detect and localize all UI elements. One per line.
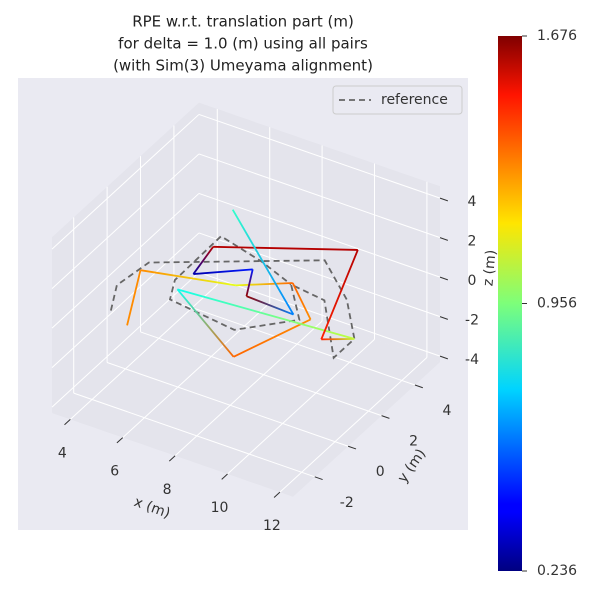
tick-mark [414,384,423,389]
trajectory-segment [233,318,311,358]
trajectory-segment [192,246,214,275]
trajectory-segment [176,288,235,358]
grid-line [198,113,441,199]
y-tick-label: 2 [409,434,418,450]
pane-left [52,102,199,414]
grid-line [51,272,200,408]
tick-mark [347,445,357,450]
colorbar-tick-label: 0.956 [537,296,577,312]
tick-mark [439,316,449,320]
tick-mark [314,476,323,481]
grid-line [73,392,315,478]
reference-line [110,235,356,360]
grid-line [227,338,375,475]
grid-line [173,300,416,386]
pane-back [198,102,440,363]
y-tick-label: -2 [340,495,354,511]
tick-mark [221,473,228,480]
tick-mark [439,355,449,360]
tick-mark [168,455,176,462]
tick-mark [381,415,390,419]
z-tick-label: 0 [468,273,477,289]
tick-mark [439,237,449,241]
tick-mark [273,491,281,498]
grid-line [106,362,349,447]
tick-mark [439,276,449,281]
trajectory-segment [235,282,293,287]
x-tick-label: 12 [263,518,281,534]
grid-line [122,302,271,438]
grid-line [198,153,441,239]
z-tick-label: -4 [465,352,479,368]
grid-line [198,271,441,357]
z-tick-label: 2 [468,234,477,250]
title-line: (with Sim(3) Umeyama alignment) [113,57,373,75]
y-tick-label: 4 [442,403,451,419]
grid-line [51,193,200,329]
grid-line [140,331,382,417]
pane-bottom [52,278,440,497]
grid-line [279,357,428,493]
grid-line [51,232,200,368]
tick-mark [439,197,449,202]
z-axis-label: z (m) [480,249,499,287]
grid-line [51,114,200,250]
trajectory-segment [126,269,142,326]
trajectory-segment [246,295,294,316]
y-tick-label: 0 [376,464,385,480]
title-line: RPE w.r.t. translation part (m) [132,13,354,31]
trajectory-segment [140,269,237,287]
colorbar [498,36,522,571]
colorbar-tick-label: 0.236 [537,563,577,579]
grid-line [51,153,200,289]
grid-line [174,320,323,457]
title-line: for delta = 1.0 (m) using all pairs [118,35,368,53]
legend-box [332,85,463,115]
tick-mark [64,419,71,426]
grid-line [198,192,441,278]
x-tick-label: 4 [58,445,67,461]
tick-mark [116,437,124,444]
trajectory-segment [291,282,312,320]
z-tick-label: 4 [468,194,477,210]
trajectory-segment [213,245,358,251]
trajectory-segment [320,249,359,340]
colorbar-tick-label: 1.676 [537,28,577,44]
trajectory-segment [231,209,295,316]
x-tick-label: 6 [110,464,119,480]
trajectory-segment [245,269,254,297]
z-tick-label: -2 [465,313,479,329]
legend-label: reference [381,92,448,108]
x-tick-label: 8 [163,482,172,498]
x-tick-label: 10 [211,500,229,516]
trajectory-segment [193,268,253,275]
